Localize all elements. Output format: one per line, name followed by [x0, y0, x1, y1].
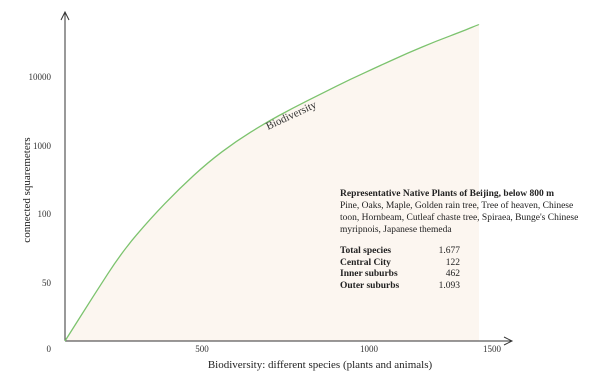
- table-row: Total species 1.677: [340, 246, 460, 258]
- x-tick-label: 1000: [360, 344, 379, 354]
- table-row: Inner suburbs 462: [340, 269, 460, 281]
- stat-label: Outer suburbs: [340, 280, 400, 291]
- y-tick-label: 50: [42, 278, 52, 288]
- area-under-curve: [65, 24, 479, 341]
- series-line-biodiversity: [64, 23, 480, 342]
- y-tick-label: 100: [38, 209, 52, 219]
- stat-label: Total species: [340, 246, 392, 256]
- info-title: Representative Native Plants of Beijing,…: [340, 189, 555, 199]
- y-tick-label: 1000: [33, 141, 52, 151]
- table-row: Central City 122: [340, 258, 460, 270]
- x-axis: [65, 336, 514, 346]
- y-tick-label: 0: [47, 344, 52, 354]
- stat-value: 462: [445, 269, 460, 279]
- y-tick-label: 10000: [29, 72, 52, 82]
- x-axis-arrow: [503, 336, 514, 346]
- x-tick-label: 1500: [483, 344, 502, 354]
- y-axis-title: connected squaremeters: [21, 137, 33, 242]
- stat-label: Inner suburbs: [340, 269, 398, 279]
- y-axis: [60, 10, 70, 341]
- y-axis-arrow: [60, 10, 70, 21]
- table-row: Outer suburbs 1.093: [340, 281, 460, 293]
- x-tick-label: 500: [195, 344, 209, 354]
- stat-value: 122: [445, 257, 460, 268]
- info-box: Representative Native Plants of Beijing,…: [340, 188, 580, 292]
- stats-table: Total species 1.677 Central City 122 Inn…: [340, 246, 460, 292]
- info-description: Pine, Oaks, Maple, Golden rain tree, Tre…: [340, 201, 579, 235]
- x-axis-title: Biodiversity: different species (plants …: [208, 359, 433, 371]
- stat-value: 1.677: [438, 246, 460, 256]
- stat-label: Central City: [340, 257, 391, 268]
- stat-value: 1.093: [438, 280, 460, 291]
